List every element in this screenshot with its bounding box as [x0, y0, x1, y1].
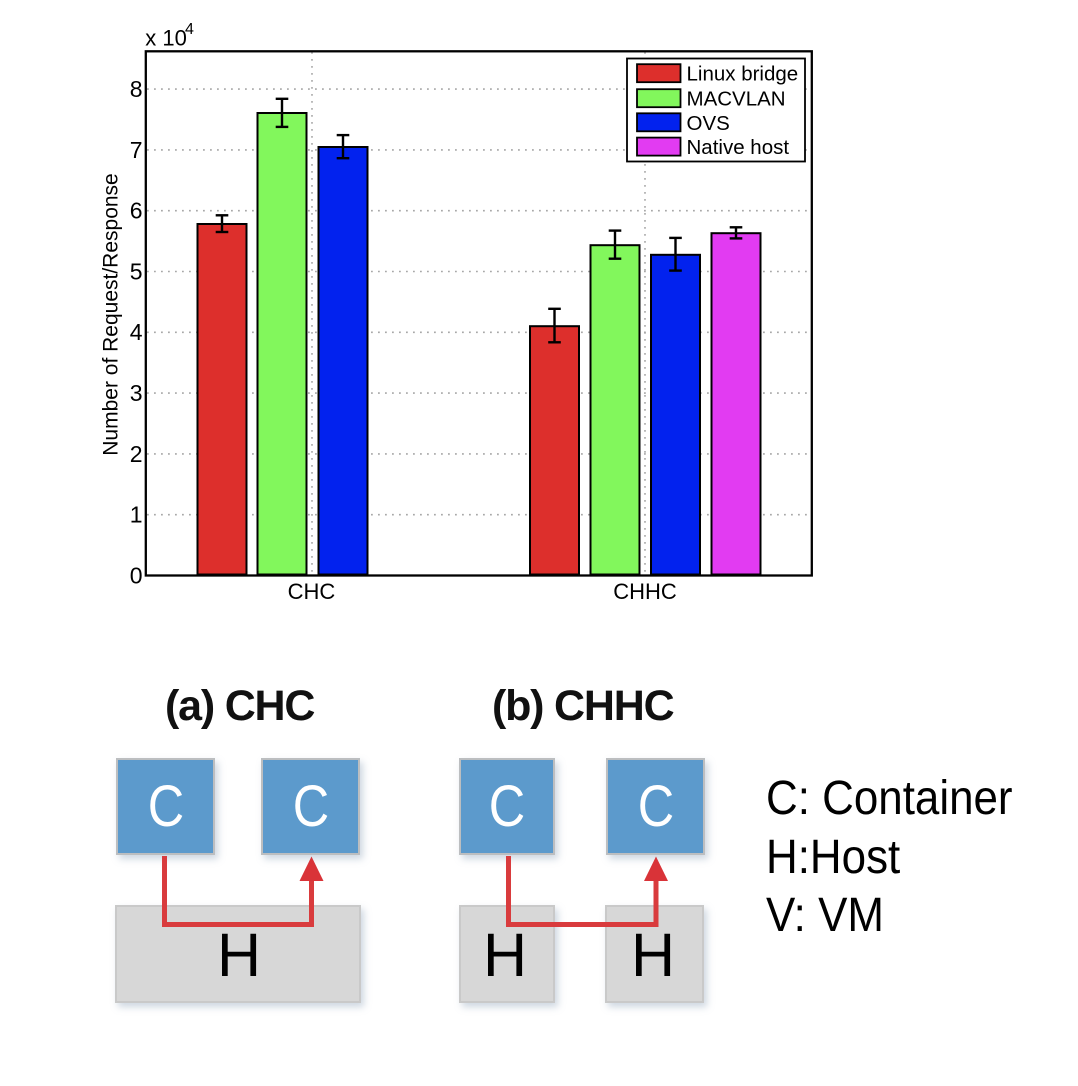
svg-text:4: 4: [185, 21, 194, 38]
svg-text:CHC: CHC: [288, 579, 336, 604]
svg-text:Linux bridge: Linux bridge: [687, 63, 799, 86]
svg-text:x 10: x 10: [145, 26, 187, 51]
svg-text:CHHC: CHHC: [613, 579, 677, 604]
svg-text:8: 8: [130, 76, 143, 102]
svg-text:6: 6: [130, 198, 143, 224]
svg-text:0: 0: [130, 562, 143, 588]
svg-text:MACVLAN: MACVLAN: [687, 88, 786, 111]
svg-text:1: 1: [130, 502, 143, 528]
svg-text:4: 4: [130, 319, 143, 345]
svg-text:Native host: Native host: [687, 136, 790, 159]
svg-text:7: 7: [130, 137, 143, 163]
svg-text:OVS: OVS: [687, 112, 730, 135]
svg-text:2: 2: [130, 441, 143, 467]
svg-text:Number of Request/Response: Number of Request/Response: [100, 173, 123, 456]
svg-text:3: 3: [130, 380, 143, 406]
svg-text:5: 5: [130, 258, 143, 284]
